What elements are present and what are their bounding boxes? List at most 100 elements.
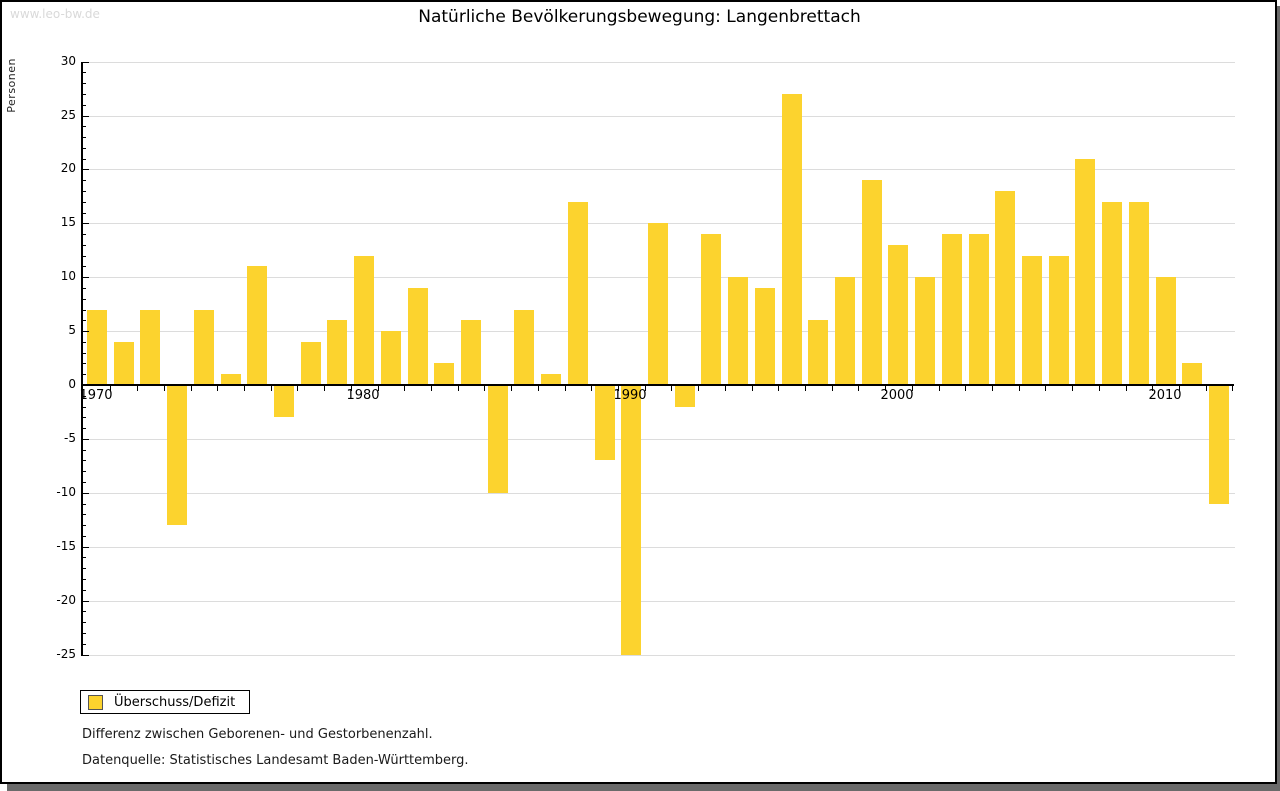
bar-1976 xyxy=(247,266,267,385)
y-tick xyxy=(83,568,86,569)
bar-2005 xyxy=(1022,256,1042,385)
bar-1970 xyxy=(87,310,107,385)
y-tick xyxy=(83,396,86,397)
y-tick xyxy=(83,450,86,451)
x-tick xyxy=(1206,386,1207,391)
x-tick xyxy=(698,386,699,391)
bar-1994 xyxy=(728,277,748,385)
bar-1985 xyxy=(488,386,508,493)
y-tick xyxy=(83,363,86,364)
x-tick xyxy=(591,386,592,391)
y-tick xyxy=(83,460,86,461)
x-tick xyxy=(1019,386,1020,391)
bar-1984 xyxy=(461,320,481,385)
y-tick xyxy=(83,611,86,612)
x-tick xyxy=(912,386,913,391)
gridline xyxy=(82,655,1235,656)
x-tick xyxy=(832,386,833,391)
bar-2012 xyxy=(1209,386,1229,504)
y-tick-label: 25 xyxy=(60,108,76,122)
x-tick xyxy=(1045,386,1046,391)
y-tick-label: -5 xyxy=(64,431,76,445)
y-tick-label: 5 xyxy=(68,323,76,337)
x-tick xyxy=(378,386,379,391)
x-tick xyxy=(992,386,993,391)
x-tick xyxy=(858,386,859,391)
x-tick-label-1970: 1970 xyxy=(79,388,113,403)
y-tick-label: 15 xyxy=(60,215,76,229)
bar-1989 xyxy=(595,386,615,460)
bar-1986 xyxy=(514,310,534,385)
y-tick-label: -15 xyxy=(56,539,76,553)
x-tick xyxy=(484,386,485,391)
y-tick xyxy=(83,180,86,181)
watermark: www.leo-bw.de xyxy=(10,7,100,21)
x-tick xyxy=(538,386,539,391)
bar-1981 xyxy=(381,331,401,385)
bar-1997 xyxy=(808,320,828,385)
y-tick xyxy=(83,299,86,300)
y-tick xyxy=(83,417,86,418)
y-tick xyxy=(83,331,89,332)
bar-2002 xyxy=(942,234,962,385)
y-axis-line xyxy=(81,62,83,656)
y-tick xyxy=(83,504,86,505)
y-tick-label: -10 xyxy=(56,485,76,499)
bar-1999 xyxy=(862,180,882,385)
y-tick xyxy=(83,439,89,440)
y-tick xyxy=(83,471,86,472)
y-tick xyxy=(83,72,86,73)
y-tick xyxy=(83,223,89,224)
y-tick xyxy=(83,62,89,63)
y-tick xyxy=(83,536,86,537)
gridline xyxy=(82,62,1235,63)
y-tick xyxy=(83,191,86,192)
y-tick xyxy=(83,277,89,278)
x-tick xyxy=(404,386,405,391)
x-tick xyxy=(1126,386,1127,391)
y-tick xyxy=(83,148,86,149)
x-tick xyxy=(137,386,138,391)
bar-2001 xyxy=(915,277,935,385)
x-tick xyxy=(164,386,165,391)
y-tick xyxy=(83,266,86,267)
x-tick xyxy=(191,386,192,391)
y-tick-label: 0 xyxy=(68,377,76,391)
y-tick xyxy=(83,310,86,311)
legend-label: Überschuss/Defizit xyxy=(114,694,236,710)
bar-1974 xyxy=(194,310,214,385)
x-tick xyxy=(752,386,753,391)
x-tick xyxy=(671,386,672,391)
y-tick xyxy=(83,601,89,602)
x-tick xyxy=(618,386,619,391)
y-tick xyxy=(83,622,86,623)
x-tick-label-1980: 1980 xyxy=(346,388,380,403)
bar-1998 xyxy=(835,277,855,385)
y-tick xyxy=(83,644,86,645)
y-tick xyxy=(83,94,86,95)
y-tick-label: -20 xyxy=(56,593,76,607)
x-tick xyxy=(885,386,886,391)
bar-1977 xyxy=(274,386,294,417)
bar-1971 xyxy=(114,342,134,385)
gridline xyxy=(82,116,1235,117)
bar-1992 xyxy=(675,386,695,407)
x-tick xyxy=(271,386,272,391)
gridline xyxy=(82,547,1235,548)
y-tick xyxy=(83,245,86,246)
bar-1990 xyxy=(621,386,641,655)
x-tick xyxy=(297,386,298,391)
x-tick xyxy=(431,386,432,391)
legend: Überschuss/Defizit xyxy=(80,690,251,714)
y-tick xyxy=(83,83,86,84)
bar-1983 xyxy=(434,363,454,385)
x-tick-label-2000: 2000 xyxy=(880,388,914,403)
gridline xyxy=(82,439,1235,440)
y-tick xyxy=(83,633,86,634)
x-tick xyxy=(1179,386,1180,391)
bar-2006 xyxy=(1049,256,1069,385)
bar-2004 xyxy=(995,191,1015,385)
y-tick xyxy=(83,234,86,235)
